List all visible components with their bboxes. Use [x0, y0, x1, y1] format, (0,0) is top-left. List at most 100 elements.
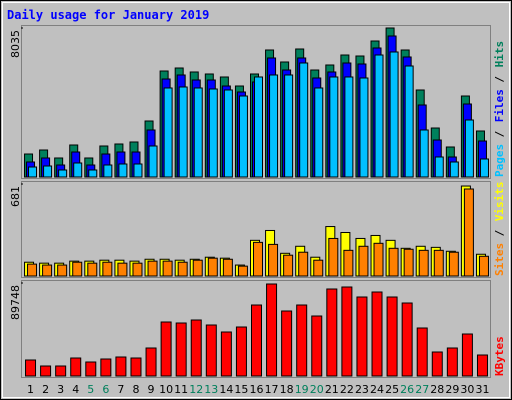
chart-title: Daily usage for January 2019 [7, 8, 209, 22]
bar [341, 286, 353, 377]
x-tick-label: 14 [219, 383, 233, 396]
x-tick-label: 23 [355, 383, 369, 396]
legend-entry: Visits [493, 181, 506, 221]
bar [103, 164, 113, 178]
bar [163, 87, 173, 178]
x-tick-label: 12 [189, 383, 203, 396]
bar [190, 319, 202, 377]
bar [253, 241, 263, 277]
x-tick-label: 25 [385, 383, 399, 396]
bar [404, 65, 414, 178]
bar [389, 51, 399, 178]
bar [27, 263, 38, 277]
bar [371, 291, 383, 377]
bar [401, 302, 413, 377]
x-tick-label: 2 [42, 383, 49, 396]
bar [463, 188, 474, 277]
bar [25, 359, 37, 377]
bar [117, 262, 128, 277]
x-tick-label: 5 [87, 383, 94, 396]
bar [268, 243, 279, 277]
bar [208, 88, 218, 178]
bar [223, 89, 233, 178]
bar [449, 161, 459, 178]
bar [433, 249, 444, 277]
bar [431, 351, 443, 377]
x-tick-label: 30 [460, 383, 474, 396]
legend-separator: / [493, 229, 506, 236]
bar [448, 251, 459, 277]
bar [235, 326, 247, 377]
x-tick-label: 13 [204, 383, 218, 396]
bar [28, 166, 38, 178]
bar [419, 129, 429, 178]
legend-separator: / [493, 130, 506, 137]
bar [386, 296, 398, 377]
bar [461, 333, 473, 377]
bar [266, 283, 278, 377]
bar [147, 260, 158, 277]
legend-entry: Sites [493, 243, 506, 276]
bar [193, 87, 203, 178]
bar [479, 158, 489, 178]
bar [130, 357, 142, 377]
legend-separator: / [493, 76, 506, 83]
bar [132, 262, 143, 277]
bar [313, 259, 324, 277]
x-tick-label: 21 [325, 383, 339, 396]
bar [145, 347, 157, 377]
bar [254, 76, 263, 178]
bar [434, 156, 444, 178]
legend-entry: KBytes [493, 336, 506, 376]
x-tick-label: 15 [234, 383, 248, 396]
x-tick-label: 29 [445, 383, 459, 396]
bar [374, 54, 384, 178]
x-tick-label: 22 [340, 383, 354, 396]
bar [478, 255, 489, 277]
bar [388, 247, 399, 277]
x-tick-label: 20 [310, 383, 324, 396]
bar [418, 249, 429, 277]
bar [311, 315, 323, 377]
x-tick-label: 10 [159, 383, 173, 396]
bar [356, 296, 368, 377]
x-tick-label: 17 [265, 383, 279, 396]
bar [43, 165, 53, 178]
bar [403, 248, 414, 277]
bar [314, 87, 324, 178]
bar [326, 288, 338, 377]
bar [70, 357, 82, 377]
bar [269, 74, 279, 178]
x-tick-label: 24 [370, 383, 384, 396]
bar [192, 259, 203, 277]
bar [133, 163, 143, 178]
bar [222, 258, 233, 277]
x-tick-label: 26 [400, 383, 414, 396]
bar [177, 261, 188, 277]
bar [358, 245, 369, 277]
legend-entry: Files [493, 89, 506, 122]
x-tick-label: 7 [117, 383, 124, 396]
bar [85, 361, 97, 377]
bar [416, 327, 428, 377]
x-tick-label: 16 [250, 383, 264, 396]
x-tick-label: 31 [475, 383, 489, 396]
bar [72, 261, 83, 277]
bar [42, 264, 53, 277]
x-tick-label: 27 [415, 383, 429, 396]
bar [299, 62, 309, 178]
legend-entry: Pages [493, 144, 506, 177]
bar [207, 257, 218, 277]
bar [328, 237, 339, 277]
y-tick-label: 681 [9, 186, 22, 207]
bar [73, 162, 83, 178]
x-tick-label: 9 [148, 383, 155, 396]
bar [205, 324, 217, 377]
y-tick-label: 89748 [9, 285, 22, 320]
bar [329, 76, 339, 178]
x-tick-label: 11 [174, 383, 188, 396]
x-tick-label: 8 [132, 383, 139, 396]
bar [220, 331, 232, 377]
